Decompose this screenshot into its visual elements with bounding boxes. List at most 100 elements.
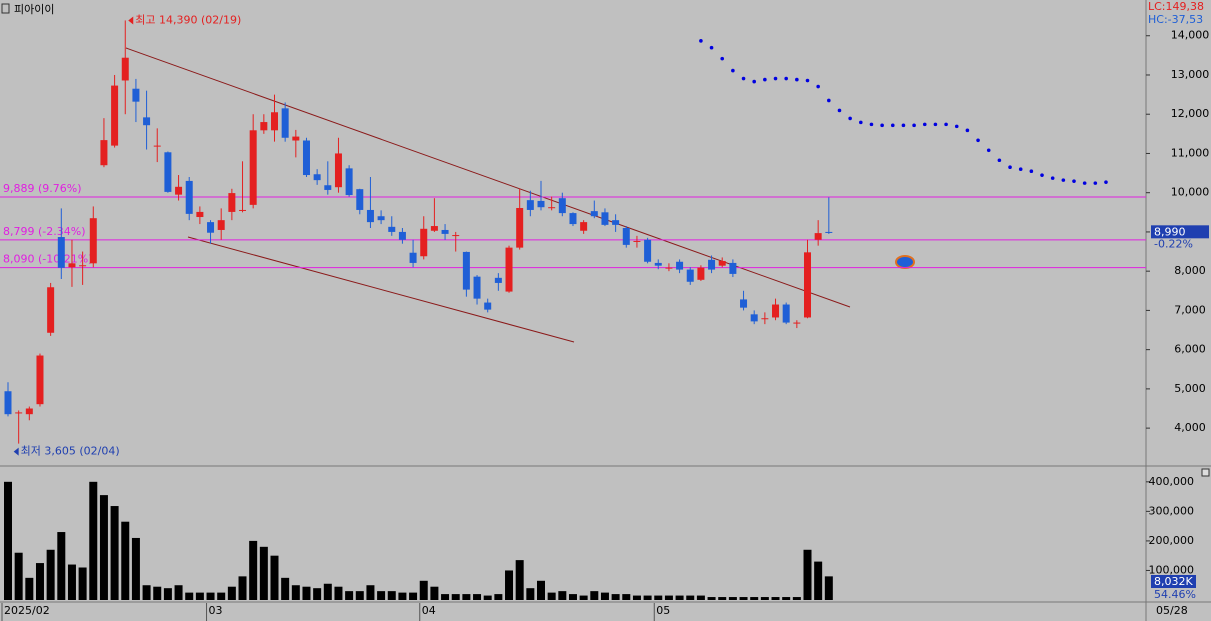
candle-body: [750, 314, 758, 322]
lead-dot: [1104, 180, 1108, 184]
candle-body: [708, 259, 716, 270]
y-tick-label: 10,000: [1171, 186, 1210, 199]
candle-body: [740, 299, 748, 308]
volume-bar: [302, 586, 311, 600]
candle-body: [718, 260, 726, 266]
volume-bar: [174, 585, 183, 600]
volume-bar: [46, 549, 55, 600]
icon: [1, 3, 10, 14]
y2-tick-label: 400,000: [1149, 475, 1195, 488]
lead-dot: [1072, 179, 1076, 183]
candle-body: [580, 222, 588, 231]
volume-bar: [526, 588, 535, 600]
volume-bar: [537, 580, 545, 600]
candle-body: [441, 229, 449, 234]
lead-dot: [805, 78, 810, 83]
lead-dot: [890, 123, 895, 128]
lead-dot: [1008, 165, 1012, 169]
candle-body: [590, 211, 598, 217]
volume-bar: [131, 537, 140, 600]
candle-body: [302, 140, 310, 176]
candle-body: [313, 174, 321, 181]
x-tick-label: 05: [656, 604, 670, 617]
low-label: 최저 3,605 (02/04): [21, 445, 120, 458]
candle-body: [654, 262, 662, 266]
candle-body: [793, 322, 801, 324]
volume-bar: [441, 594, 450, 600]
candle-body: [228, 193, 236, 212]
volume-bar: [430, 586, 439, 600]
volume-bar: [281, 577, 290, 600]
lead-dot: [720, 56, 725, 61]
candle-body: [729, 262, 737, 274]
y2-tick-label: 100,000: [1149, 563, 1195, 576]
volume-bar: [558, 591, 567, 600]
volume-bar: [14, 552, 23, 600]
candle-body: [57, 237, 65, 268]
volume-bar: [718, 597, 727, 600]
volume-bar: [494, 594, 503, 600]
volume-bar: [611, 594, 620, 600]
lead-dot: [912, 123, 916, 128]
candle-body: [25, 408, 33, 415]
lead-dot: [880, 123, 884, 128]
level-label: 8,799 (-2.34%): [3, 225, 85, 238]
y-tick-label: 8,000: [1174, 264, 1206, 277]
lead-dot: [922, 122, 927, 127]
volume-bar: [334, 586, 343, 600]
x-tick-label: 03: [209, 604, 223, 617]
y-tick-label: 4,000: [1174, 421, 1206, 434]
candle-body: [292, 136, 300, 141]
volume-bar: [110, 506, 119, 600]
lead-dot: [997, 158, 1002, 163]
candle-body: [398, 231, 406, 240]
volume-bar: [238, 576, 247, 600]
lead-dot: [752, 79, 756, 84]
candle-body: [4, 391, 12, 415]
volume-bar: [505, 570, 514, 600]
lead-dot: [709, 45, 714, 50]
volume-bar: [771, 597, 780, 600]
y-tick-label: 6,000: [1174, 343, 1206, 356]
candle-body: [36, 355, 44, 405]
candle-body: [505, 247, 513, 292]
volume-box: [1151, 575, 1196, 588]
volume-bar: [398, 592, 407, 600]
volume-bar: [600, 592, 609, 600]
volume-bar: [451, 594, 460, 600]
candle-body: [334, 153, 342, 188]
volume-bar: [707, 597, 716, 600]
volume-bar: [654, 595, 663, 600]
close-button[interactable]: [1201, 468, 1210, 477]
y-tick-label: 5,000: [1174, 382, 1206, 395]
volume-bar: [750, 597, 759, 600]
candle-body: [89, 218, 97, 264]
volume-bar: [739, 597, 748, 600]
level-label: 8,090 (-10.21%): [3, 253, 92, 266]
x-tick-label: 04: [422, 604, 436, 617]
price-label: 8,990: [1154, 225, 1186, 238]
volume-bar: [462, 594, 471, 600]
lead-dot: [1061, 178, 1066, 182]
volume-bar: [728, 597, 737, 600]
volume-bar: [4, 481, 12, 600]
volume-bar: [568, 594, 577, 600]
arrow: [128, 16, 134, 25]
volume-bar: [57, 532, 66, 600]
candle-body: [239, 209, 247, 211]
candle-body: [377, 216, 385, 221]
candle-body: [366, 209, 374, 223]
volume-bar: [313, 588, 322, 600]
candle-body: [420, 228, 428, 257]
lead-dot: [784, 76, 788, 81]
volume-bar: [664, 595, 673, 600]
candle-body: [388, 226, 396, 232]
volume-bar: [622, 594, 631, 600]
candle-body: [558, 198, 566, 214]
candle-body: [804, 252, 811, 318]
change-label: -0.22%: [1154, 237, 1193, 250]
candle-body: [207, 222, 215, 233]
stock-name: 피아이이: [14, 3, 54, 16]
x-tick-label: 2025/02: [4, 604, 50, 617]
